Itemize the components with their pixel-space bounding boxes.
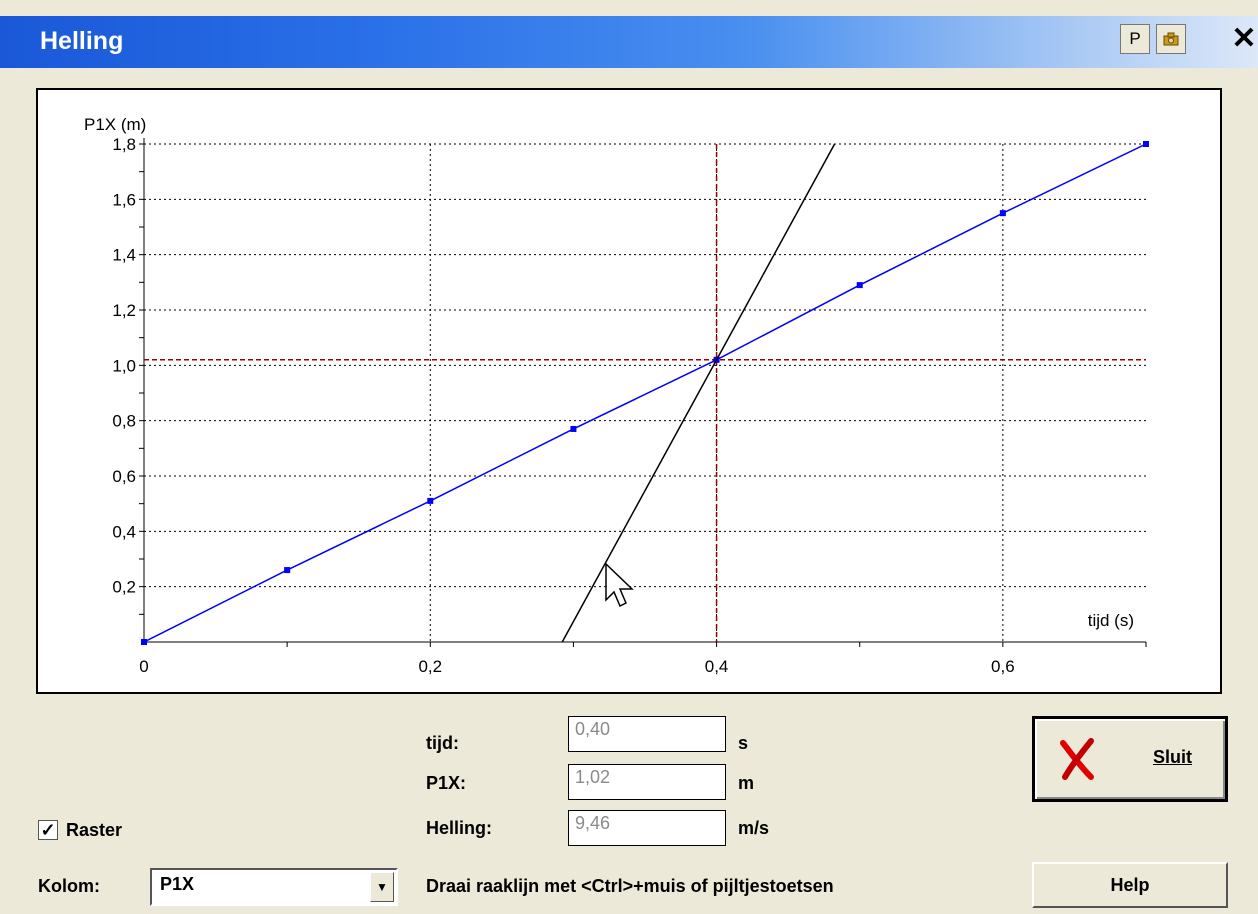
sluit-button[interactable]: Sluit	[1032, 716, 1228, 802]
y-tick-label: 0,4	[112, 522, 136, 541]
y-tick-label: 1,0	[112, 356, 136, 375]
camera-icon	[1163, 32, 1179, 46]
title-bar: Helling P ✕	[0, 0, 1258, 84]
helling-field[interactable]: 9,46	[568, 810, 726, 846]
data-point	[999, 210, 1006, 217]
x-tick-label: 0,6	[991, 657, 1015, 676]
tijd-unit: s	[738, 733, 749, 753]
x-tick-label: 0,2	[418, 657, 442, 676]
x-tick-label: 0	[139, 657, 148, 676]
x-axis-label: tijd (s)	[1088, 611, 1134, 630]
y-tick-label: 1,2	[112, 301, 136, 320]
y-tick-label: 0,6	[112, 467, 136, 486]
kolom-select[interactable]: P1X ▼	[150, 868, 398, 906]
y-axis-label: P1X (m)	[84, 115, 146, 134]
camera-button[interactable]	[1156, 24, 1186, 54]
window-title: Helling	[40, 27, 124, 55]
helling-unit: m/s	[738, 818, 770, 838]
y-tick-label: 1,8	[112, 135, 136, 154]
p-button[interactable]: P	[1120, 24, 1150, 54]
tangent-line	[561, 143, 836, 643]
chart-svg[interactable]: 0 0,2 0,4 0,6 0,2 0,4 0,6 0,8 1,0 1,2 1,4 1,6 1,8P1X…	[38, 90, 1220, 692]
close-icon: ✕	[1231, 22, 1257, 55]
p1x-unit: m	[738, 773, 755, 793]
y-tick-label: 1,6	[112, 190, 136, 209]
dropdown-arrow-icon[interactable]: ▼	[370, 872, 394, 902]
tijd-field[interactable]: 0,40	[568, 716, 726, 752]
chart-panel[interactable]: 0 0,2 0,4 0,6 0,2 0,4 0,6 0,8 1,0 1,2 1,4 1,6 1,8 P1X…	[36, 88, 1222, 694]
series-line	[143, 143, 1147, 643]
close-button[interactable]: ✕	[1230, 22, 1258, 56]
kolom-label: Kolom:	[38, 876, 100, 896]
red-x-icon	[1060, 738, 1094, 780]
check-icon: ✓	[40, 820, 56, 840]
title-bar-strip	[0, 16, 1258, 68]
data-point	[141, 639, 147, 645]
p1x-field[interactable]: 1,02	[568, 764, 726, 800]
data-point	[570, 425, 577, 432]
p1x-label: P1X:	[426, 773, 467, 793]
sluit-label: Sluit	[1153, 747, 1192, 767]
raster-checkbox[interactable]: ✓	[38, 820, 58, 840]
y-tick-label: 0,2	[112, 578, 136, 597]
mouse-cursor-icon	[605, 562, 634, 608]
x-tick-label: 0,4	[705, 657, 729, 676]
y-tick-label: 1,4	[112, 246, 136, 265]
y-tick-label: 0,8	[112, 412, 136, 431]
kolom-value: P1X	[160, 874, 195, 894]
data-point	[284, 567, 291, 574]
data-point	[1143, 141, 1149, 147]
data-point	[856, 282, 863, 289]
helling-label: Helling:	[426, 818, 492, 838]
raster-label[interactable]: Raster	[66, 820, 123, 840]
hint-text: Draai raaklijn met <Ctrl>+muis of pijltj…	[426, 876, 834, 896]
tijd-label: tijd:	[426, 733, 459, 753]
data-point	[427, 497, 434, 504]
help-button[interactable]: Help	[1032, 862, 1228, 908]
